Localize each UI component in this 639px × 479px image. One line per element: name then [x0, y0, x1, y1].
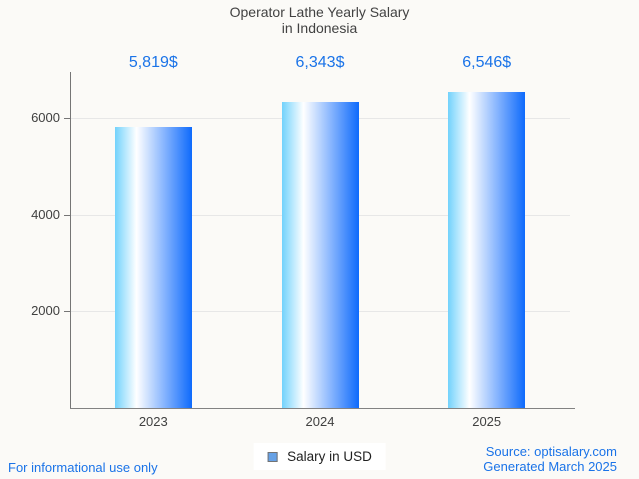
x-axis-line — [70, 408, 575, 409]
chart-title: Operator Lathe Yearly Salary in Indonesi… — [0, 4, 639, 36]
y-axis-tick — [64, 311, 70, 312]
bar-value-label: 6,546$ — [462, 54, 512, 71]
x-axis-tick-label: 2024 — [305, 414, 335, 429]
bar-value-label: 6,343$ — [295, 54, 345, 71]
y-axis-tick-label: 4000 — [31, 207, 60, 222]
x-axis-tick-label: 2025 — [472, 414, 502, 429]
legend-marker-icon — [267, 451, 278, 462]
y-axis-line — [70, 72, 71, 408]
legend: Salary in USD — [253, 443, 386, 470]
y-axis-tick-label: 2000 — [31, 303, 60, 318]
salary-bar[interactable] — [281, 101, 359, 408]
disclaimer-text: For informational use only — [8, 460, 158, 475]
x-axis-tick-label: 2023 — [138, 414, 168, 429]
salary-bar[interactable] — [114, 127, 192, 408]
generated-date: Generated March 2025 — [483, 459, 617, 474]
source-link[interactable]: Source: optisalary.com — [485, 444, 617, 459]
source-info: Source: optisalary.com Generated March 2… — [483, 444, 617, 474]
y-axis-tick — [64, 215, 70, 216]
chart-title-line1: Operator Lathe Yearly Salary — [229, 4, 410, 20]
y-axis-tick — [64, 118, 70, 119]
bar-value-label: 5,819$ — [128, 54, 178, 71]
chart-title-line2: in Indonesia — [281, 20, 358, 36]
y-axis-tick-label: 6000 — [31, 110, 60, 125]
salary-bar[interactable] — [448, 92, 526, 408]
legend-label: Salary in USD — [287, 449, 372, 464]
